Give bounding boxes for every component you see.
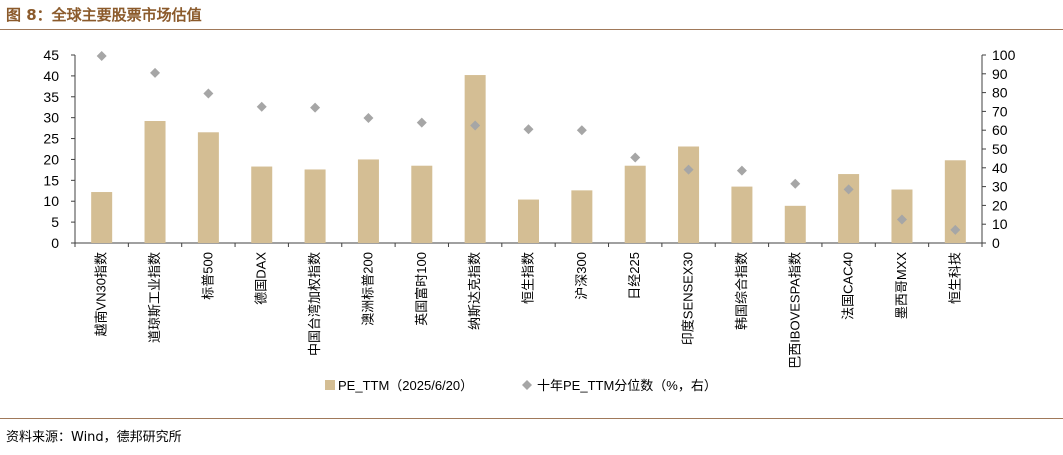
- category-label: 德国DAX: [254, 252, 269, 305]
- percentile-marker-16: [896, 214, 907, 225]
- category-label: 法国CAC40: [841, 252, 856, 320]
- bar-11: [624, 165, 646, 243]
- bar-14: [784, 205, 806, 243]
- bar-13: [731, 186, 753, 243]
- chart: 0 5 10 15 20 25 30 35 40 45 0 10 20 30 40 50 60 70 80 90 100…: [43, 47, 1015, 393]
- right-tick-label: 30: [992, 179, 1008, 195]
- right-tick-label: 40: [992, 160, 1008, 176]
- left-tick-label: 5: [51, 214, 59, 230]
- category-label: 墨西哥MXX: [894, 252, 909, 320]
- category-label: 日经225: [627, 252, 642, 300]
- percentile-marker-6: [363, 112, 374, 123]
- percentile-marker-2: [150, 67, 161, 78]
- right-tick-label: 70: [992, 103, 1008, 119]
- legend-marker-swatch: [522, 380, 532, 390]
- bar-10: [571, 190, 593, 243]
- legend-bar-label: PE_TTM（2025/6/20）: [338, 378, 473, 393]
- source-note: 资料来源：Wind，德邦研究所: [6, 430, 182, 445]
- right-tick-label: 50: [992, 141, 1008, 157]
- left-tick-label: 25: [43, 131, 59, 147]
- bar-15: [838, 174, 860, 243]
- percentile-marker-3: [203, 88, 214, 99]
- percentile-marker-7: [416, 117, 427, 128]
- percentile-marker-5: [310, 102, 321, 113]
- bar-1: [91, 192, 113, 243]
- right-tick-label: 90: [992, 66, 1008, 82]
- left-tick-label: 45: [43, 47, 59, 63]
- right-tick-label: 80: [992, 85, 1008, 101]
- bar-7: [411, 165, 433, 243]
- legend: PE_TTM（2025/6/20） 十年PE_TTM分位数（%，右）: [325, 378, 717, 393]
- category-label: 巴西IBOVESPA指数: [787, 252, 802, 369]
- bar-9: [518, 199, 539, 243]
- category-label: 英国富时100: [414, 252, 429, 326]
- bar-2: [144, 121, 166, 243]
- bar-4: [251, 166, 273, 243]
- percentile-marker-10: [576, 125, 587, 136]
- bar-5: [304, 169, 326, 243]
- bar-8: [464, 75, 486, 243]
- percentile-marker-11: [630, 152, 641, 163]
- footer-divider: [0, 418, 1063, 419]
- legend-marker-label: 十年PE_TTM分位数（%，右）: [537, 378, 717, 393]
- category-label: 恒生科技: [947, 252, 962, 304]
- plot-area: 0 5 10 15 20 25 30 35 40 45 0 10 20 30 40 50 60 70 80 90 100…: [43, 47, 1015, 369]
- bar-12: [678, 146, 700, 243]
- bar-3: [197, 132, 219, 243]
- percentile-marker-1: [96, 50, 107, 61]
- left-tick-label: 30: [43, 110, 59, 126]
- right-tick-label: 10: [992, 216, 1008, 232]
- category-label: 中国台湾加权指数: [307, 252, 322, 356]
- category-label: 越南VN30指数: [94, 252, 109, 337]
- category-label: 纳斯达克指数: [467, 252, 482, 330]
- category-label: 标普500: [200, 252, 215, 300]
- category-label: 印度SENSEX30: [681, 252, 696, 345]
- percentile-marker-9: [523, 124, 534, 135]
- category-label: 恒生指数: [521, 252, 536, 304]
- figure-title: 图 8：全球主要股票市场估值: [6, 6, 202, 24]
- percentile-marker-4: [256, 101, 267, 112]
- percentile-marker-13: [736, 165, 747, 176]
- percentile-marker-17: [950, 224, 961, 235]
- bar-6: [357, 159, 379, 243]
- right-tick-label: 100: [992, 47, 1016, 63]
- left-tick-label: 10: [43, 193, 59, 209]
- right-tick-label: 0: [992, 235, 1000, 251]
- percentile-marker-12: [683, 164, 694, 175]
- category-label: 沪深300: [574, 252, 589, 300]
- legend-bar-swatch: [325, 380, 335, 390]
- right-tick-label: 20: [992, 197, 1008, 213]
- title-divider: [0, 29, 1063, 30]
- percentile-marker-8: [470, 120, 481, 131]
- right-tick-label: 60: [992, 122, 1008, 138]
- left-tick-label: 0: [51, 235, 59, 251]
- category-label: 道琼斯工业指数: [147, 252, 162, 343]
- percentile-marker-15: [843, 184, 854, 195]
- category-label: 澳洲标普200: [360, 252, 375, 326]
- left-tick-label: 15: [43, 172, 59, 188]
- left-tick-label: 35: [43, 89, 59, 105]
- percentile-marker-14: [790, 178, 801, 189]
- left-tick-label: 40: [43, 68, 59, 84]
- left-tick-label: 20: [43, 151, 59, 167]
- bar-17: [944, 160, 966, 243]
- category-label: 韩国综合指数: [734, 252, 749, 330]
